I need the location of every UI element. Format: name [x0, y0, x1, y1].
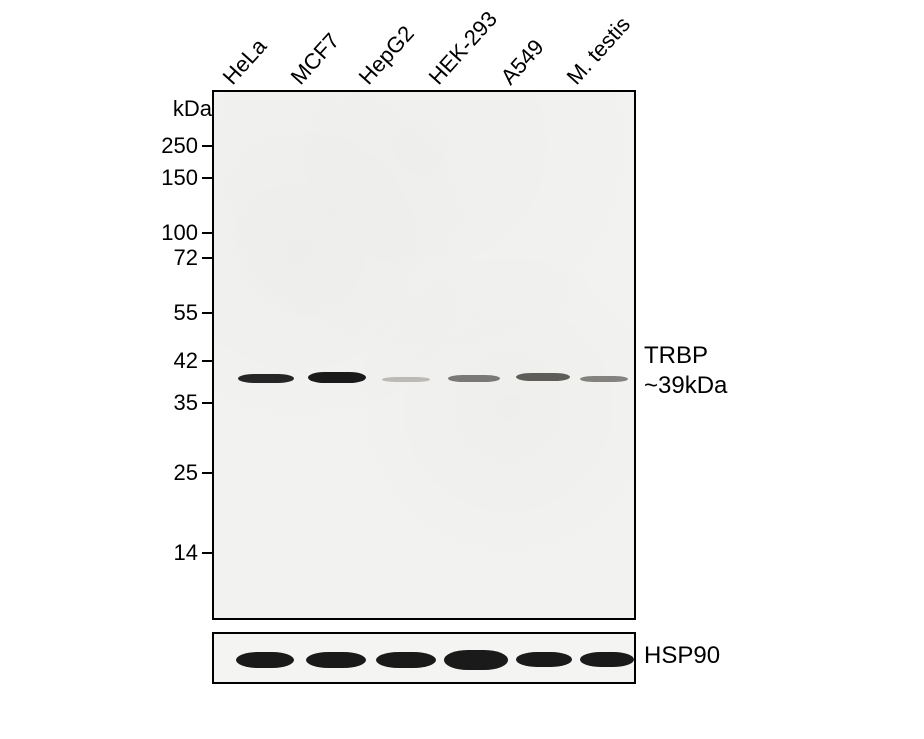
- mw-marker: 250: [161, 133, 212, 159]
- mw-marker: 25: [174, 460, 212, 486]
- mw-marker-tick: [202, 312, 212, 314]
- mw-marker: 150: [161, 165, 212, 191]
- mw-marker-tick: [202, 232, 212, 234]
- lane-label: HeLa: [218, 34, 273, 90]
- mw-marker-value: 14: [174, 540, 198, 566]
- mw-marker-tick: [202, 472, 212, 474]
- trbp-band: [382, 377, 430, 382]
- mw-marker-value: 42: [174, 348, 198, 374]
- trbp-band: [516, 373, 570, 381]
- lane-label: HEK-293: [424, 6, 503, 90]
- mw-marker: 72: [174, 245, 212, 271]
- mw-marker-tick: [202, 145, 212, 147]
- mw-marker-tick: [202, 552, 212, 554]
- loading-control-membrane: [212, 632, 636, 684]
- mw-marker: 55: [174, 300, 212, 326]
- trbp-band: [308, 372, 366, 383]
- hsp90-band: [236, 652, 294, 668]
- lane-labels-row: HeLaMCF7HepG2HEK-293A549M. testis: [221, 20, 820, 90]
- target-protein-label: TRBP: [644, 342, 708, 370]
- trbp-band: [238, 374, 294, 383]
- mw-marker-value: 150: [161, 165, 198, 191]
- trbp-band: [448, 375, 500, 382]
- mw-marker: 100: [161, 220, 212, 246]
- hsp90-band: [376, 652, 436, 668]
- hsp90-band: [516, 652, 572, 667]
- lane-label: MCF7: [286, 28, 345, 90]
- hsp90-band: [306, 652, 366, 668]
- mw-marker-value: 100: [161, 220, 198, 246]
- mw-marker-tick: [202, 402, 212, 404]
- mw-marker-tick: [202, 360, 212, 362]
- main-blot-membrane: [212, 90, 636, 620]
- lane-label: HepG2: [354, 21, 420, 90]
- mw-marker: 14: [174, 540, 212, 566]
- observed-mw-label: ~39kDa: [644, 372, 727, 400]
- mw-marker-tick: [202, 257, 212, 259]
- mw-marker-value: 55: [174, 300, 198, 326]
- membrane-texture: [214, 92, 634, 618]
- mw-marker-tick: [202, 177, 212, 179]
- loading-control-label: HSP90: [644, 642, 720, 670]
- hsp90-band: [444, 650, 508, 670]
- marker-column: kDa 250 150 10072 55 42 35 25 14: [120, 90, 212, 620]
- mw-marker-value: 72: [174, 245, 198, 271]
- western-blot-figure: HeLaMCF7HepG2HEK-293A549M. testis kDa 25…: [120, 20, 820, 90]
- mw-marker: 35: [174, 390, 212, 416]
- lane-label: A549: [496, 34, 550, 90]
- mw-marker: 42: [174, 348, 212, 374]
- lane-label: M. testis: [562, 12, 636, 90]
- hsp90-band: [580, 652, 634, 667]
- mw-marker-value: 35: [174, 390, 198, 416]
- mw-marker-value: 250: [161, 133, 198, 159]
- trbp-band: [580, 376, 628, 382]
- unit-label: kDa: [152, 96, 212, 122]
- mw-marker-value: 25: [174, 460, 198, 486]
